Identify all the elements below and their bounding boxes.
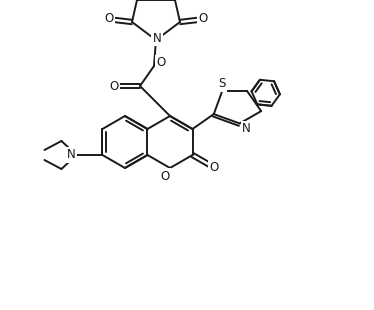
Text: N: N <box>67 148 76 162</box>
Text: O: O <box>109 79 119 92</box>
Text: S: S <box>218 78 226 91</box>
Text: N: N <box>242 122 251 135</box>
Text: O: O <box>198 12 208 25</box>
Text: O: O <box>156 56 166 69</box>
Text: O: O <box>160 170 170 183</box>
Text: O: O <box>104 12 114 25</box>
Text: N: N <box>153 32 161 45</box>
Text: O: O <box>209 161 219 174</box>
